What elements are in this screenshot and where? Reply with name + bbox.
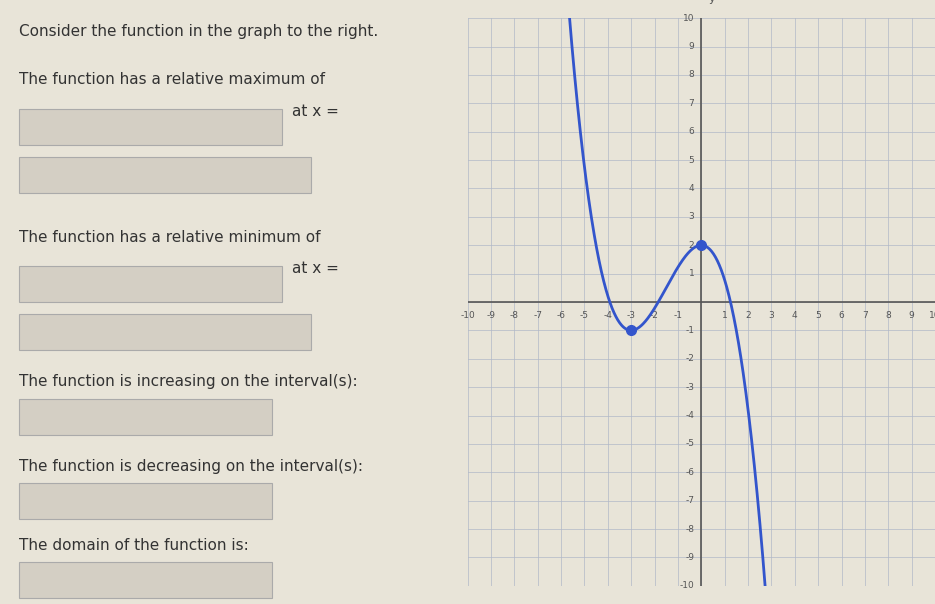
Text: -9: -9 [486, 310, 496, 320]
FancyBboxPatch shape [20, 399, 272, 435]
Text: -8: -8 [510, 310, 519, 320]
Text: at x =: at x = [292, 262, 338, 276]
Text: -8: -8 [685, 525, 694, 533]
Text: -7: -7 [685, 496, 694, 505]
Text: 6: 6 [688, 127, 694, 136]
Text: -2: -2 [650, 310, 659, 320]
FancyBboxPatch shape [20, 483, 272, 519]
Text: The function has a relative maximum of: The function has a relative maximum of [20, 72, 325, 88]
Text: The function is increasing on the interval(s):: The function is increasing on the interv… [20, 374, 358, 390]
Text: at x =: at x = [292, 104, 338, 119]
Text: -3: -3 [626, 310, 636, 320]
Text: 1: 1 [688, 269, 694, 278]
Text: The domain of the function is:: The domain of the function is: [20, 538, 250, 553]
Text: -10: -10 [460, 310, 475, 320]
Text: 8: 8 [688, 71, 694, 79]
Text: -2: -2 [685, 355, 694, 363]
Text: 10: 10 [683, 14, 694, 22]
Text: 7: 7 [862, 310, 868, 320]
Text: -5: -5 [580, 310, 589, 320]
FancyBboxPatch shape [20, 157, 311, 193]
Text: 9: 9 [909, 310, 914, 320]
Text: Consider the function in the graph to the right.: Consider the function in the graph to th… [20, 24, 379, 39]
Text: -4: -4 [685, 411, 694, 420]
Text: 9: 9 [688, 42, 694, 51]
Text: -1: -1 [685, 326, 694, 335]
Text: -1: -1 [673, 310, 683, 320]
Text: The function is decreasing on the interval(s):: The function is decreasing on the interv… [20, 459, 364, 474]
Text: 2: 2 [745, 310, 751, 320]
Text: 3: 3 [688, 213, 694, 221]
Text: 7: 7 [688, 99, 694, 108]
Text: 1: 1 [722, 310, 727, 320]
Text: 5: 5 [688, 156, 694, 164]
FancyBboxPatch shape [20, 266, 282, 302]
Text: -10: -10 [680, 582, 694, 590]
Text: 6: 6 [839, 310, 844, 320]
Text: -6: -6 [685, 468, 694, 477]
Text: -6: -6 [556, 310, 566, 320]
FancyBboxPatch shape [20, 314, 311, 350]
Text: 4: 4 [688, 184, 694, 193]
Text: -5: -5 [685, 440, 694, 448]
Text: 5: 5 [815, 310, 821, 320]
Text: -7: -7 [533, 310, 542, 320]
Text: -4: -4 [603, 310, 612, 320]
Text: 8: 8 [885, 310, 891, 320]
Text: The function has a relative minimum of: The function has a relative minimum of [20, 230, 321, 245]
Text: -9: -9 [685, 553, 694, 562]
FancyBboxPatch shape [20, 109, 282, 145]
Text: 4: 4 [792, 310, 798, 320]
Text: 2: 2 [688, 241, 694, 249]
Text: -3: -3 [685, 383, 694, 391]
Text: 10: 10 [929, 310, 935, 320]
Text: y: y [709, 0, 715, 4]
Text: 3: 3 [769, 310, 774, 320]
FancyBboxPatch shape [20, 562, 272, 598]
